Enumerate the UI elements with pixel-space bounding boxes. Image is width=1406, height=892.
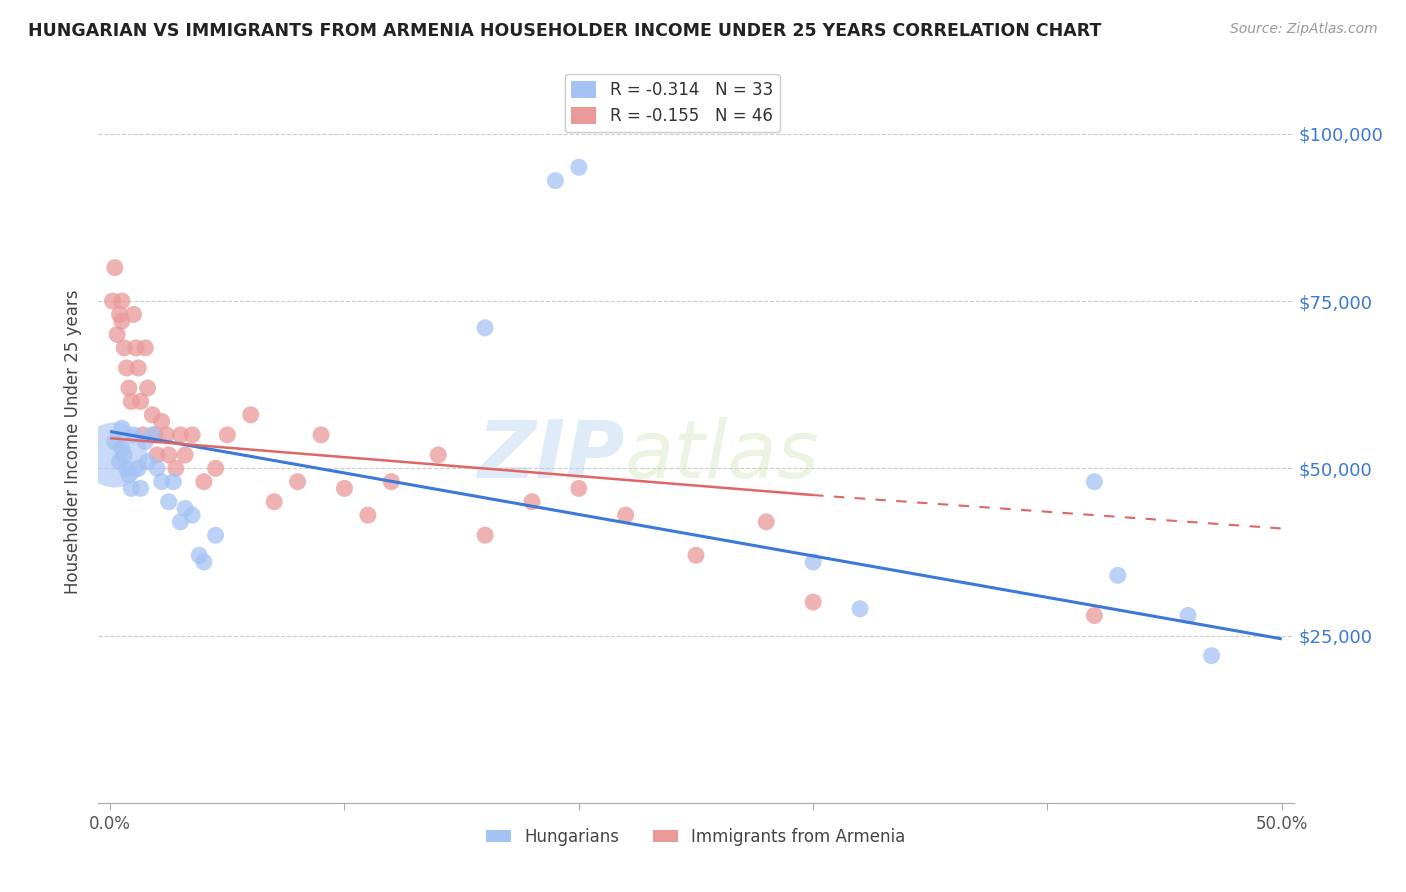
Point (132, 427, 155, 442)
Point (181, 427, 204, 442)
Point (544, 173, 567, 188)
Point (217, 427, 239, 442)
Point (169, 427, 191, 442)
Point (112, 448, 135, 462)
Point (520, 494, 543, 508)
Text: Source: ZipAtlas.com: Source: ZipAtlas.com (1230, 22, 1378, 37)
Point (193, 555, 215, 569)
Point (146, 448, 169, 462)
Point (849, 602, 872, 616)
Point (204, 528, 226, 542)
Point (141, 427, 163, 442)
Point (111, 314, 134, 328)
Point (333, 482, 356, 496)
Point (127, 361, 149, 376)
Point (150, 414, 173, 428)
Point (136, 381, 159, 395)
Point (380, 475, 402, 489)
Point (118, 381, 141, 395)
Point (129, 394, 152, 409)
Point (568, 161, 591, 175)
Point (141, 408, 163, 422)
Point (181, 508, 204, 523)
Point (115, 461, 138, 475)
Point (129, 482, 152, 496)
Point (1107, 568, 1129, 582)
Point (134, 434, 156, 449)
Point (125, 341, 148, 355)
Point (474, 320, 496, 334)
Point (122, 307, 145, 321)
Point (134, 341, 156, 355)
Point (155, 427, 177, 442)
Point (143, 427, 166, 442)
Text: ZIP: ZIP (477, 417, 624, 495)
Point (239, 408, 262, 422)
Point (111, 293, 134, 308)
Point (801, 555, 824, 569)
Point (157, 448, 180, 462)
Point (146, 461, 169, 475)
Point (801, 595, 824, 609)
Point (755, 515, 778, 529)
Point (427, 448, 450, 462)
Point (111, 421, 134, 435)
Text: atlas: atlas (624, 417, 820, 495)
Point (174, 448, 197, 462)
Point (104, 260, 127, 275)
Point (165, 461, 187, 475)
Point (136, 454, 159, 469)
Point (127, 461, 149, 475)
Point (104, 434, 127, 449)
Point (614, 508, 637, 523)
Point (162, 475, 184, 489)
Point (112, 341, 135, 355)
Point (150, 475, 173, 489)
Point (1201, 648, 1223, 663)
Point (111, 441, 134, 455)
Point (188, 548, 211, 563)
Point (174, 501, 197, 516)
Point (108, 307, 131, 321)
Point (120, 482, 142, 496)
Point (120, 394, 142, 409)
Point (1083, 608, 1105, 623)
Point (108, 454, 131, 469)
Point (101, 293, 124, 308)
Point (1177, 608, 1199, 623)
Point (115, 361, 138, 376)
Point (309, 427, 332, 442)
Point (357, 508, 380, 523)
Point (287, 475, 309, 489)
Point (122, 427, 145, 442)
Point (169, 515, 191, 529)
Point (157, 494, 180, 508)
Legend: Hungarians, Immigrants from Armenia: Hungarians, Immigrants from Armenia (479, 821, 912, 852)
Point (263, 494, 285, 508)
Point (568, 482, 591, 496)
Point (193, 475, 215, 489)
Text: HUNGARIAN VS IMMIGRANTS FROM ARMENIA HOUSEHOLDER INCOME UNDER 25 YEARS CORRELATI: HUNGARIAN VS IMMIGRANTS FROM ARMENIA HOU… (28, 22, 1101, 40)
Point (105, 327, 128, 342)
Point (474, 528, 496, 542)
Point (118, 467, 141, 482)
Y-axis label: Householder Income Under 25 years: Householder Income Under 25 years (65, 289, 83, 594)
Point (104, 448, 127, 462)
Point (1083, 475, 1105, 489)
Point (204, 461, 226, 475)
Point (685, 548, 707, 563)
